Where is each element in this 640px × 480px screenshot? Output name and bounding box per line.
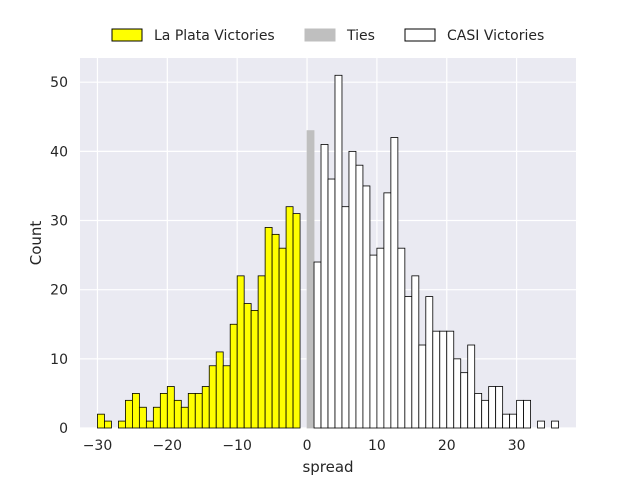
bar-casi-victories	[537, 420, 545, 429]
bar-casi-victories	[432, 330, 441, 429]
bar-la-plata-victories	[229, 323, 238, 429]
bar-casi-victories	[341, 206, 350, 429]
y-tick-label: 40	[50, 144, 68, 160]
bar-la-plata-victories	[264, 227, 273, 429]
bar-la-plata-victories	[152, 406, 161, 429]
bar-casi-victories	[523, 399, 531, 429]
bar-ties	[306, 130, 315, 429]
bar-casi-victories	[488, 386, 497, 429]
bar-casi-victories	[334, 74, 343, 429]
x-tick-labels: −30 −20 −10 0 10 20 30	[83, 438, 526, 454]
bar-casi-victories	[551, 420, 559, 429]
bar-la-plata-victories	[125, 399, 133, 429]
bars	[97, 74, 559, 429]
x-tick-label: 20	[438, 438, 456, 454]
bar-la-plata-victories	[194, 393, 203, 429]
bar-la-plata-victories	[243, 303, 252, 429]
y-tick-label: 30	[50, 214, 68, 230]
bar-casi-victories	[355, 164, 364, 429]
bar-casi-victories	[495, 386, 504, 429]
x-tick-label: −30	[83, 438, 113, 454]
y-tick-labels: 0 10 20 30 40 50	[50, 75, 68, 437]
bar-la-plata-victories	[159, 393, 168, 429]
bar-la-plata-victories	[97, 413, 105, 429]
bar-la-plata-victories	[271, 233, 280, 429]
bar-casi-victories	[446, 330, 455, 429]
bar-casi-victories	[509, 413, 518, 429]
legend-swatch-casi-victories	[404, 28, 436, 42]
bar-la-plata-victories	[257, 275, 266, 429]
legend: La Plata Victories Ties CASI Victories	[111, 28, 544, 44]
bar-casi-victories	[348, 150, 357, 429]
bar-la-plata-victories	[208, 365, 217, 429]
bar-la-plata-victories	[173, 399, 182, 429]
bar-casi-victories	[320, 144, 329, 429]
x-tick-label: −20	[153, 438, 183, 454]
x-axis-label: spread	[302, 458, 353, 476]
bar-la-plata-victories	[131, 393, 140, 429]
y-tick-label: 10	[50, 352, 68, 368]
bar-la-plata-victories	[187, 393, 196, 429]
y-tick-label: 0	[59, 421, 68, 437]
bar-la-plata-victories	[250, 310, 259, 429]
bar-la-plata-victories	[166, 386, 175, 429]
bar-la-plata-victories	[222, 365, 231, 429]
bar-casi-victories	[516, 399, 525, 429]
bar-la-plata-victories	[285, 206, 294, 429]
y-axis-label: Count	[27, 221, 45, 266]
bar-la-plata-victories	[292, 213, 301, 429]
x-tick-label: 30	[508, 438, 526, 454]
bar-casi-victories	[411, 275, 420, 429]
legend-swatch-la-plata-victories	[111, 28, 143, 42]
bar-la-plata-victories	[201, 386, 210, 429]
bar-casi-victories	[481, 399, 490, 429]
bar-casi-victories	[453, 358, 462, 429]
bar-la-plata-victories	[138, 406, 147, 429]
bar-casi-victories	[418, 344, 427, 429]
bar-la-plata-victories	[104, 420, 112, 429]
bar-casi-victories	[460, 372, 469, 429]
bar-casi-victories	[467, 344, 476, 429]
bar-casi-victories	[369, 254, 378, 429]
legend-label-casi-victories: CASI Victories	[447, 28, 544, 44]
bar-casi-victories	[474, 393, 483, 429]
bar-casi-victories	[362, 185, 371, 429]
bar-casi-victories	[404, 296, 413, 429]
bar-la-plata-victories	[236, 275, 245, 429]
bar-la-plata-victories	[215, 351, 224, 429]
bar-casi-victories	[425, 296, 434, 429]
bar-casi-victories	[313, 261, 322, 429]
y-tick-label: 50	[50, 75, 68, 91]
bar-la-plata-victories	[145, 420, 154, 429]
bar-la-plata-victories	[118, 420, 126, 429]
bar-casi-victories	[390, 137, 399, 429]
y-tick-label: 20	[50, 283, 68, 299]
bar-casi-victories	[439, 330, 448, 429]
bar-casi-victories	[397, 247, 406, 429]
bar-casi-victories	[383, 192, 392, 429]
x-tick-label: −10	[222, 438, 252, 454]
bar-la-plata-victories	[180, 406, 189, 429]
legend-label-la-plata-victories: La Plata Victories	[154, 28, 275, 44]
x-tick-label: 10	[368, 438, 386, 454]
bar-casi-victories	[376, 247, 385, 429]
legend-label-ties: Ties	[346, 28, 375, 44]
bar-casi-victories	[502, 413, 511, 429]
legend-swatch-ties	[304, 28, 336, 42]
bar-casi-victories	[327, 178, 336, 429]
bar-la-plata-victories	[278, 247, 287, 429]
x-tick-label: 0	[303, 438, 312, 454]
